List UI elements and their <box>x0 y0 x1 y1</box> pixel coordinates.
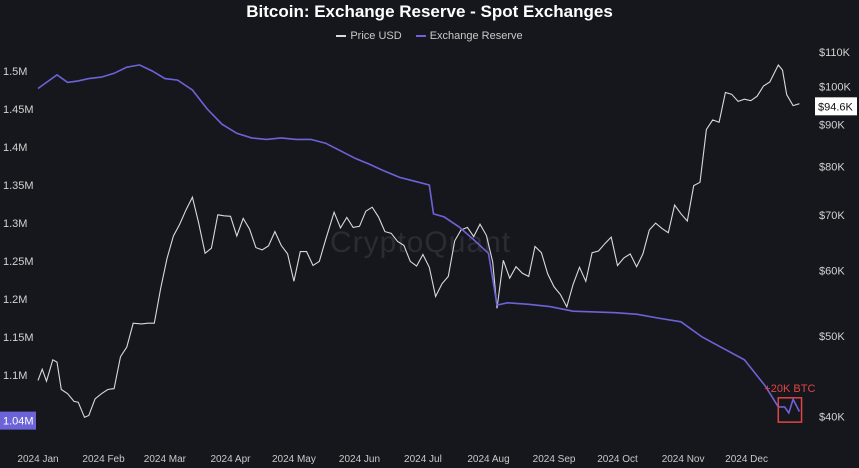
legend-label-reserve: Exchange Reserve <box>429 30 523 42</box>
left-tick-label-6: 1.4M <box>3 142 27 154</box>
legend-item-price[interactable]: Price USD <box>336 30 402 42</box>
watermark-logo: CryptoQuant <box>330 226 512 259</box>
annotation-box <box>777 397 803 423</box>
right-current-label: $94.6K <box>818 101 854 113</box>
right-tick-label-4: $80K <box>819 162 845 174</box>
x-tick-label-2: 2024 Mar <box>144 454 187 465</box>
right-tick-label-6: $100K <box>819 81 851 93</box>
left-tick-label-3: 1.25M <box>3 256 34 268</box>
x-tick-label-4: 2024 May <box>272 454 316 465</box>
legend-swatch-reserve <box>415 35 426 37</box>
right-tick-label-7: $110K <box>819 47 851 59</box>
right-tick-label-2: $60K <box>819 265 845 277</box>
left-tick-label-1: 1.15M <box>3 332 34 344</box>
chart-legend: Price USD Exchange Reserve <box>0 30 859 42</box>
chart-title: Bitcoin: Exchange Reserve - Spot Exchang… <box>246 2 613 21</box>
legend-swatch-price <box>336 35 347 37</box>
left-current-badge <box>0 411 36 430</box>
left-tick-label-2: 1.2M <box>3 294 27 306</box>
x-tick-label-9: 2024 Oct <box>597 454 638 465</box>
x-tick-label-3: 2024 Apr <box>210 454 251 465</box>
series-line-price-usd <box>37 63 800 419</box>
x-tick-label-1: 2024 Feb <box>82 454 125 465</box>
legend-item-reserve[interactable]: Exchange Reserve <box>415 30 523 42</box>
left-tick-label-7: 1.45M <box>3 104 34 116</box>
series-line-exchange-reserve <box>37 64 801 415</box>
x-tick-label-0: 2024 Jan <box>17 454 58 465</box>
x-tick-label-6: 2024 Jul <box>404 454 442 465</box>
right-current-badge <box>815 97 857 116</box>
legend-label-price: Price USD <box>350 30 402 42</box>
left-tick-label-0: 1.1M <box>3 370 27 382</box>
left-tick-label-5: 1.35M <box>3 180 34 192</box>
x-tick-label-11: 2024 Dec <box>725 454 768 465</box>
left-tick-label-8: 1.5M <box>3 66 27 78</box>
x-tick-label-8: 2024 Sep <box>533 454 576 465</box>
left-tick-label-4: 1.3M <box>3 218 27 230</box>
x-tick-label-7: 2024 Aug <box>467 454 509 465</box>
annotation-label: +20K BTC <box>764 383 815 395</box>
right-tick-label-5: $90K <box>819 119 845 131</box>
right-tick-label-1: $50K <box>819 331 845 343</box>
left-current-label: 1.04M <box>3 416 34 428</box>
right-tick-label-3: $70K <box>819 210 845 222</box>
x-tick-label-10: 2024 Nov <box>662 454 705 465</box>
right-tick-label-0: $40K <box>819 411 845 423</box>
x-tick-label-5: 2024 Jun <box>339 454 380 465</box>
